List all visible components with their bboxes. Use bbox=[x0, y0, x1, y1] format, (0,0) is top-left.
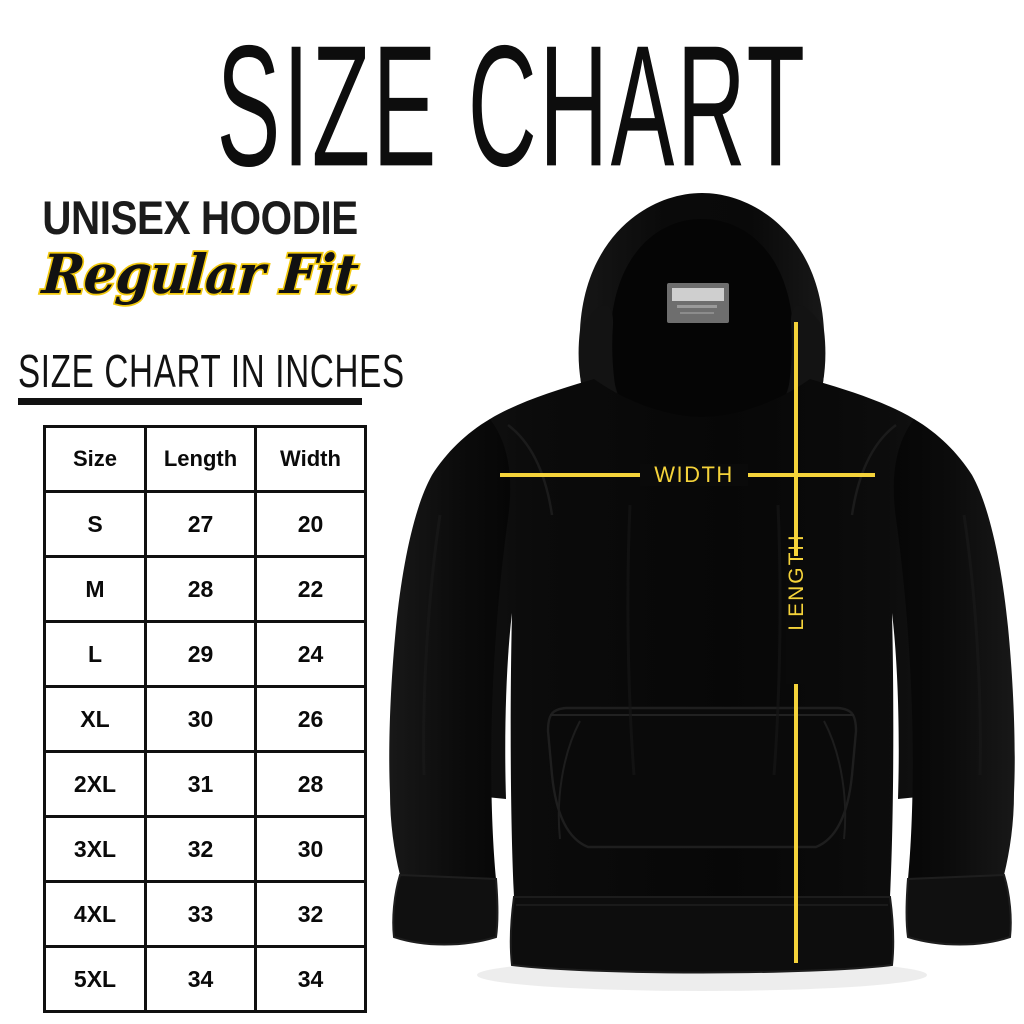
page-title: SIZE CHART bbox=[216, 9, 808, 203]
cuff-left bbox=[392, 873, 499, 946]
column-header-width: Width bbox=[254, 425, 367, 493]
cell-width: 28 bbox=[254, 750, 367, 818]
table-row: M 28 22 bbox=[43, 555, 367, 623]
table-row: L 29 24 bbox=[43, 620, 367, 688]
cell-length: 34 bbox=[144, 945, 257, 1013]
cell-size: L bbox=[43, 620, 147, 688]
cell-size: M bbox=[43, 555, 147, 623]
hoodie-svg bbox=[389, 193, 1015, 991]
cell-length: 33 bbox=[144, 880, 257, 948]
neck-label-brand bbox=[672, 288, 724, 301]
fabric-fold-1 bbox=[626, 504, 636, 776]
cell-size: S bbox=[43, 490, 147, 558]
cell-length: 31 bbox=[144, 750, 257, 818]
pocket-seam-right bbox=[823, 720, 847, 840]
column-header-size: Size bbox=[43, 425, 147, 493]
fabric-fold-2 bbox=[772, 504, 782, 776]
pocket-seam-left bbox=[557, 720, 581, 840]
sleeve-left bbox=[389, 419, 511, 879]
table-header-row: Size Length Width bbox=[43, 425, 367, 493]
kangaroo-pocket bbox=[546, 706, 858, 849]
column-header-length: Length bbox=[144, 425, 257, 493]
sleeve-right bbox=[893, 419, 1015, 879]
left-info-panel: UNISEX HOODIE Regular Fit SIZE CHART IN … bbox=[0, 190, 405, 1000]
waistband bbox=[509, 896, 895, 974]
size-chart-table: Size Length Width S 27 20 M 28 22 L 29 2… bbox=[43, 425, 367, 1013]
cell-length: 27 bbox=[144, 490, 257, 558]
table-row: 2XL 31 28 bbox=[43, 750, 367, 818]
shoulder-seam-left bbox=[507, 424, 554, 516]
neck-label-line-2 bbox=[680, 312, 714, 314]
fabric-fold-4 bbox=[962, 514, 982, 776]
cuff-right bbox=[905, 873, 1012, 946]
table-row: 4XL 33 32 bbox=[43, 880, 367, 948]
cell-width: 20 bbox=[254, 490, 367, 558]
cell-length: 28 bbox=[144, 555, 257, 623]
units-heading-underline bbox=[18, 398, 362, 405]
hoodie-illustration bbox=[380, 175, 1024, 1005]
neck-label-line-1 bbox=[677, 305, 717, 308]
garment-fit: Regular Fit bbox=[39, 240, 362, 307]
units-heading: SIZE CHART IN INCHES bbox=[18, 345, 405, 397]
table-row: 3XL 32 30 bbox=[43, 815, 367, 883]
cell-width: 34 bbox=[254, 945, 367, 1013]
cell-width: 24 bbox=[254, 620, 367, 688]
units-heading-group: SIZE CHART IN INCHES bbox=[18, 345, 405, 405]
table-row: XL 30 26 bbox=[43, 685, 367, 753]
cell-length: 32 bbox=[144, 815, 257, 883]
table-row: 5XL 34 34 bbox=[43, 945, 367, 1013]
cell-width: 26 bbox=[254, 685, 367, 753]
cell-width: 22 bbox=[254, 555, 367, 623]
table-row: S 27 20 bbox=[43, 490, 367, 558]
cell-size: 4XL bbox=[43, 880, 147, 948]
cell-size: 3XL bbox=[43, 815, 147, 883]
cell-size: 2XL bbox=[43, 750, 147, 818]
shoulder-seam-right bbox=[850, 424, 897, 516]
cell-length: 29 bbox=[144, 620, 257, 688]
cell-width: 30 bbox=[254, 815, 367, 883]
cell-length: 30 bbox=[144, 685, 257, 753]
garment-name: UNISEX HOODIE bbox=[42, 191, 358, 244]
fabric-fold-3 bbox=[422, 514, 442, 776]
cell-size: 5XL bbox=[43, 945, 147, 1013]
cell-width: 32 bbox=[254, 880, 367, 948]
cell-size: XL bbox=[43, 685, 147, 753]
